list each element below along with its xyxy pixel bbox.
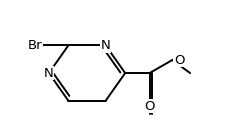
Text: Br: Br <box>28 39 42 52</box>
Text: N: N <box>44 67 54 80</box>
Text: O: O <box>144 100 154 113</box>
Text: N: N <box>100 39 110 52</box>
Text: O: O <box>173 54 184 67</box>
